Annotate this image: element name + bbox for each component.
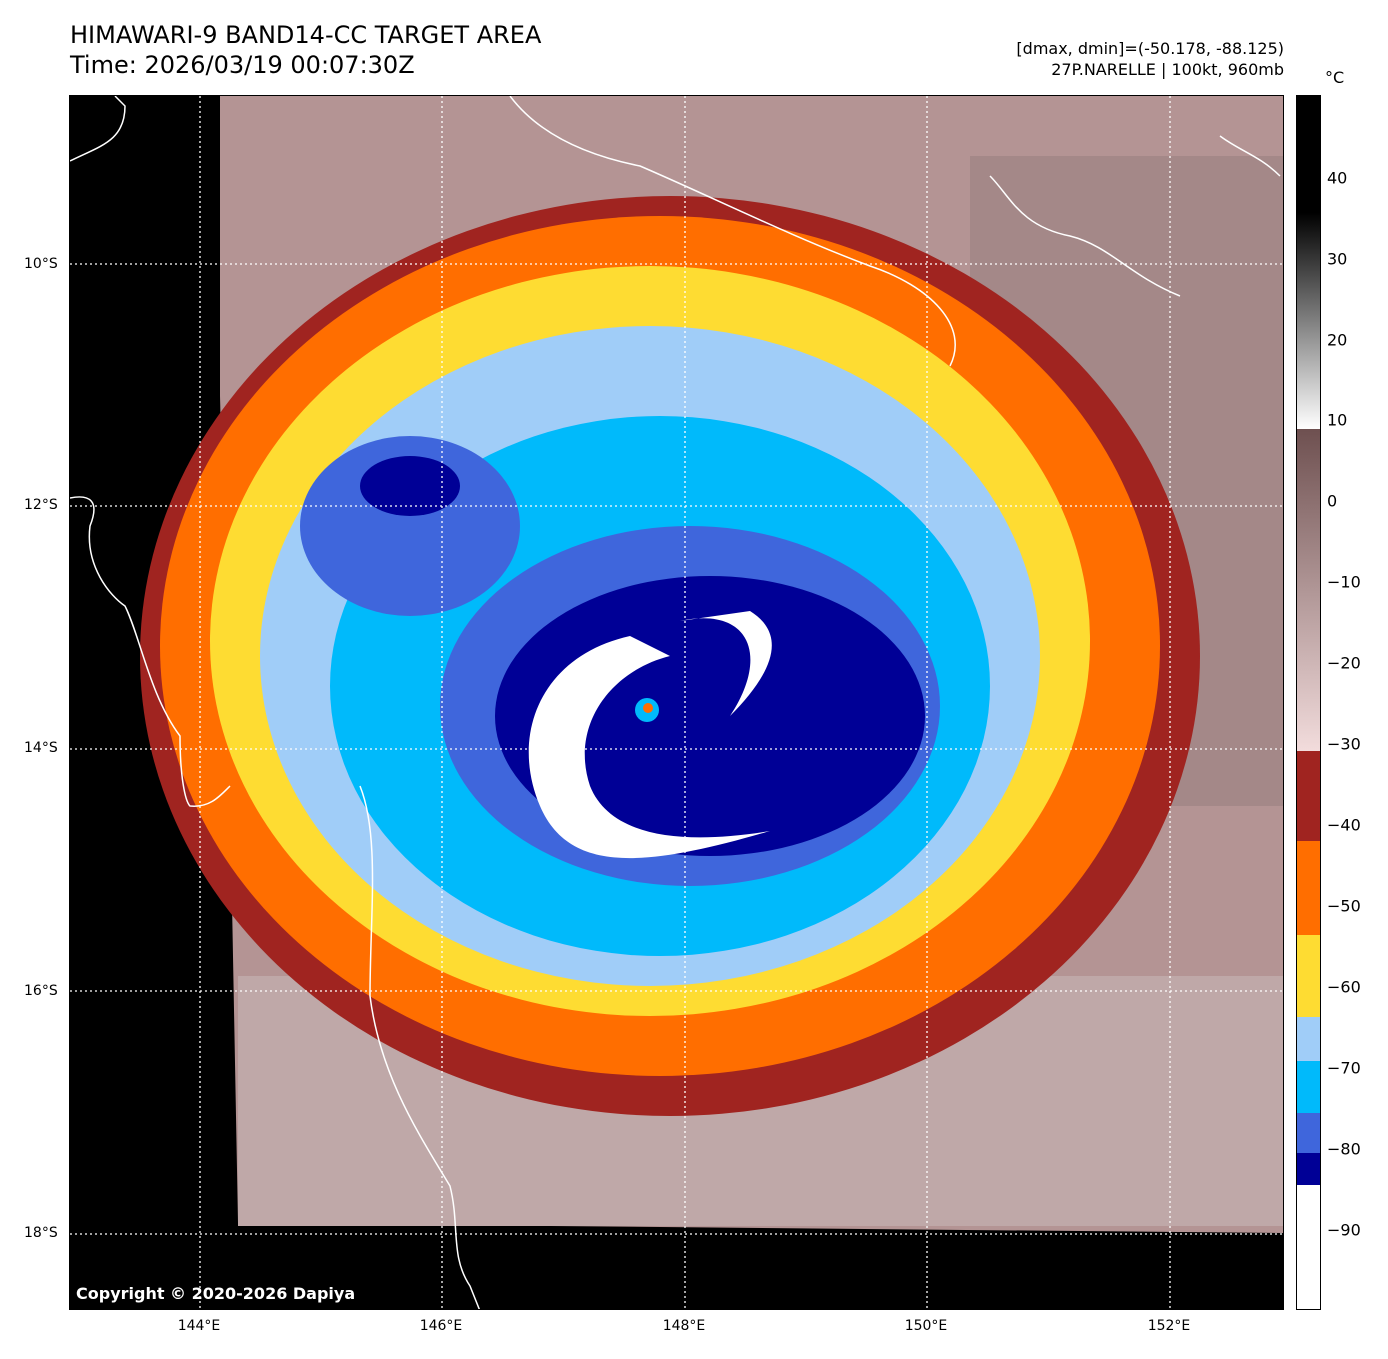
colorbar-segment-navy <box>1297 1153 1320 1185</box>
colorbar-tick: −40 <box>1327 815 1361 835</box>
colorbar-tick: −30 <box>1327 734 1361 754</box>
band-navy-nw <box>360 456 460 516</box>
cold-spiral-band <box>528 636 770 859</box>
colorbar-tick: 10 <box>1327 410 1348 430</box>
lat-label-12s: 12°S <box>24 497 58 513</box>
colorbar-segment-dark-red <box>1297 751 1320 841</box>
colorbar-tick: 30 <box>1327 249 1348 269</box>
colorbar-tick: −50 <box>1327 896 1361 916</box>
colorbar <box>1296 95 1321 1310</box>
lon-label-152e: 152°E <box>1147 1318 1191 1334</box>
colorbar-segment-gray <box>1297 96 1320 429</box>
colorbar-tick: −60 <box>1327 977 1361 997</box>
colorbar-segment-orange <box>1297 841 1320 935</box>
storm-summary: 27P.NARELLE | 100kt, 960mb <box>1051 60 1284 79</box>
temperature-range: [dmax, dmin]=(-50.178, -88.125) <box>1016 39 1284 58</box>
colorbar-segment-yellow <box>1297 935 1320 1017</box>
colorbar-segment-cyan <box>1297 1061 1320 1113</box>
band-royal-blue-nw <box>300 436 520 616</box>
copyright-notice: Copyright © 2020-2026 Dapiya <box>76 1284 356 1303</box>
satellite-map <box>69 95 1284 1310</box>
figure-title: HIMAWARI-9 BAND14-CC TARGET AREA <box>70 21 542 49</box>
lon-label-148e: 148°E <box>662 1318 706 1334</box>
lat-label-18s: 18°S <box>24 1225 58 1241</box>
colorbar-segment-royal-blue <box>1297 1113 1320 1153</box>
lat-label-10s: 10°S <box>24 256 58 272</box>
lat-label-14s: 14°S <box>24 740 58 756</box>
colorbar-tick: −70 <box>1327 1058 1361 1078</box>
colorbar-segment-light-blue <box>1297 1017 1320 1061</box>
colorbar-tick: 20 <box>1327 330 1348 350</box>
colorbar-tick: −10 <box>1327 572 1361 592</box>
cold-arc-band <box>680 611 772 716</box>
colorbar-segment-white <box>1297 1185 1320 1309</box>
storm-info-block: [dmax, dmin]=(-50.178, -88.125) 27P.NARE… <box>1016 38 1284 80</box>
figure-title-block: HIMAWARI-9 BAND14-CC TARGET AREA Time: 2… <box>70 20 541 80</box>
colorbar-tick: −90 <box>1327 1220 1361 1240</box>
figure-time: Time: 2026/03/19 00:07:30Z <box>70 51 415 79</box>
satellite-image <box>70 96 1283 1309</box>
lon-label-150e: 150°E <box>904 1318 948 1334</box>
colorbar-tick: −20 <box>1327 653 1361 673</box>
colorbar-unit: °C <box>1325 68 1345 87</box>
colorbar-ramp <box>1297 96 1320 1309</box>
colorbar-tick: 0 <box>1327 491 1338 511</box>
colorbar-tick: −80 <box>1327 1139 1361 1159</box>
lon-label-144e: 144°E <box>177 1318 221 1334</box>
colorbar-tick: 40 <box>1327 168 1348 188</box>
colorbar-segment-brown <box>1297 429 1320 751</box>
lon-label-146e: 146°E <box>419 1318 463 1334</box>
lat-label-16s: 16°S <box>24 983 58 999</box>
storm-eye-center <box>643 703 653 713</box>
coastlines <box>70 96 1281 1309</box>
